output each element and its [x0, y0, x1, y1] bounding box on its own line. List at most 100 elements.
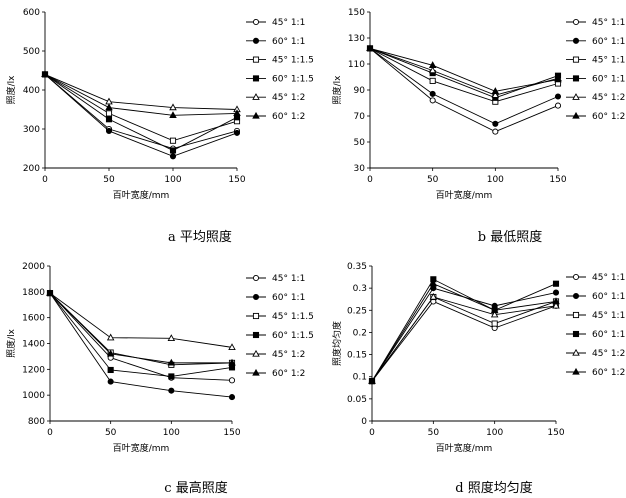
data-point	[228, 364, 236, 371]
legend-label: 45° 1:2	[592, 349, 625, 359]
legend-label: 60° 1:1	[272, 293, 305, 303]
data-point	[107, 378, 114, 385]
data-point	[228, 394, 236, 401]
x-axis-label: 百叶宽度/mm	[113, 189, 170, 201]
y-tick-label: 30	[354, 164, 366, 174]
y-tick-label: 200	[23, 164, 40, 174]
y-tick-label: 800	[28, 417, 45, 427]
series-line	[49, 292, 233, 398]
data-point	[429, 279, 438, 287]
legend-marker	[252, 312, 260, 320]
data-point	[169, 153, 177, 160]
series-line	[369, 48, 559, 133]
legend-entry: 45° 1:1	[246, 274, 305, 284]
series-601-2	[46, 288, 236, 366]
legend-label: 45° 1:2	[592, 93, 625, 103]
series-line	[369, 48, 559, 103]
legend-label: 45° 1:1.5	[592, 311, 626, 321]
y-tick-label: 1000	[22, 391, 45, 401]
series-601-1-5	[41, 71, 241, 154]
legend-marker	[252, 331, 260, 339]
series-601-2	[368, 279, 560, 384]
legend-entry: 45° 1:2	[246, 349, 305, 360]
legend-label: 60° 1:1	[272, 37, 305, 47]
series-601-1-5	[368, 276, 560, 385]
legend-label: 60° 1:1.5	[592, 74, 626, 84]
x-tick-label: 0	[367, 175, 373, 185]
y-axis-label: 照度/lx	[331, 75, 343, 105]
series-line	[49, 292, 233, 348]
legend: 45° 1:1 60° 1:1 45° 1:1.5 60° 1:1.5 45° 1:2 6…	[246, 274, 314, 379]
data-point	[554, 102, 562, 109]
series-line	[49, 292, 233, 381]
y-tick-label: 0.35	[347, 262, 367, 272]
legend-entry: 45° 1:1.5	[566, 56, 626, 66]
data-point	[106, 349, 115, 357]
y-axis-label: 照度/lx	[5, 75, 17, 105]
x-tick-label: 0	[42, 175, 48, 185]
legend: 45° 1:1 60° 1:1 45° 1:1.5 60° 1:1.5 45° 1:2 6…	[566, 18, 626, 122]
y-tick-label: 2000	[22, 262, 45, 272]
data-point	[169, 103, 177, 111]
y-tick-label: 0.1	[353, 373, 367, 383]
data-point	[169, 137, 177, 144]
legend-label: 45° 1:2	[272, 93, 305, 103]
series-line	[49, 292, 233, 377]
x-tick-label: 150	[549, 175, 566, 185]
data-point	[552, 301, 560, 309]
legend-marker	[572, 348, 580, 356]
data-point	[169, 111, 177, 119]
chart-panel-b: 30 50 70 90 110 130 150 0 50 100 150 百叶宽度/mm 照度/lx 45…	[331, 8, 626, 245]
legend-label: 60° 1:1.5	[592, 330, 626, 340]
data-point	[491, 320, 498, 327]
y-tick-label: 300	[23, 125, 40, 135]
data-point	[554, 93, 562, 100]
legend-label: 45° 1:1	[592, 18, 625, 28]
x-tick-label: 50	[105, 428, 117, 438]
legend-label: 45° 1:1	[272, 18, 305, 28]
series-601-1	[46, 290, 236, 401]
data-point	[368, 377, 376, 384]
x-axis-label: 百叶宽度/mm	[436, 442, 493, 454]
legend-entry: 45° 1:1	[566, 273, 625, 283]
series-451-1-5	[366, 45, 562, 105]
series-line	[44, 74, 238, 142]
legend-entry: 45° 1:1.5	[246, 56, 314, 66]
chart-caption: c 最高照度	[164, 480, 227, 496]
legend-entry: 60° 1:1	[566, 292, 625, 302]
y-tick-label: 0.15	[347, 351, 367, 361]
legend-marker	[252, 293, 260, 301]
y-tick-label: 1600	[22, 314, 45, 324]
y-tick-label: 1400	[22, 340, 45, 350]
data-point	[428, 61, 437, 68]
series-line	[44, 74, 238, 116]
legend-entry: 45° 1:2	[566, 348, 625, 359]
series-line	[371, 300, 557, 382]
legend-marker	[252, 349, 260, 357]
legend-entry: 60° 1:2	[246, 368, 305, 379]
legend-marker	[572, 292, 580, 300]
data-point	[233, 109, 241, 117]
y-tick-label: 150	[348, 8, 365, 18]
legend-marker	[572, 311, 580, 319]
legend-label: 60° 1:1	[592, 292, 625, 302]
series-line	[371, 283, 557, 382]
series-line	[371, 278, 557, 382]
legend-label: 60° 1:2	[272, 369, 305, 379]
data-point	[491, 91, 500, 98]
series-451-1-5	[41, 71, 241, 144]
y-tick-label: 0.3	[353, 284, 367, 294]
series-601-2	[41, 70, 241, 119]
data-point	[169, 147, 177, 154]
series-line	[44, 74, 238, 157]
series-line	[49, 292, 233, 366]
data-point	[228, 377, 236, 384]
y-axis-label: 照度均匀度	[331, 321, 343, 366]
data-point	[106, 333, 115, 341]
legend-label: 60° 1:1.5	[272, 74, 314, 84]
legend-label: 60° 1:2	[592, 368, 625, 378]
data-point	[490, 306, 499, 313]
legend: 45° 1:1 60° 1:1 45° 1:1.5 60° 1:1.5 45° 1:2 6…	[246, 18, 314, 122]
legend-label: 45° 1:1	[272, 274, 305, 284]
